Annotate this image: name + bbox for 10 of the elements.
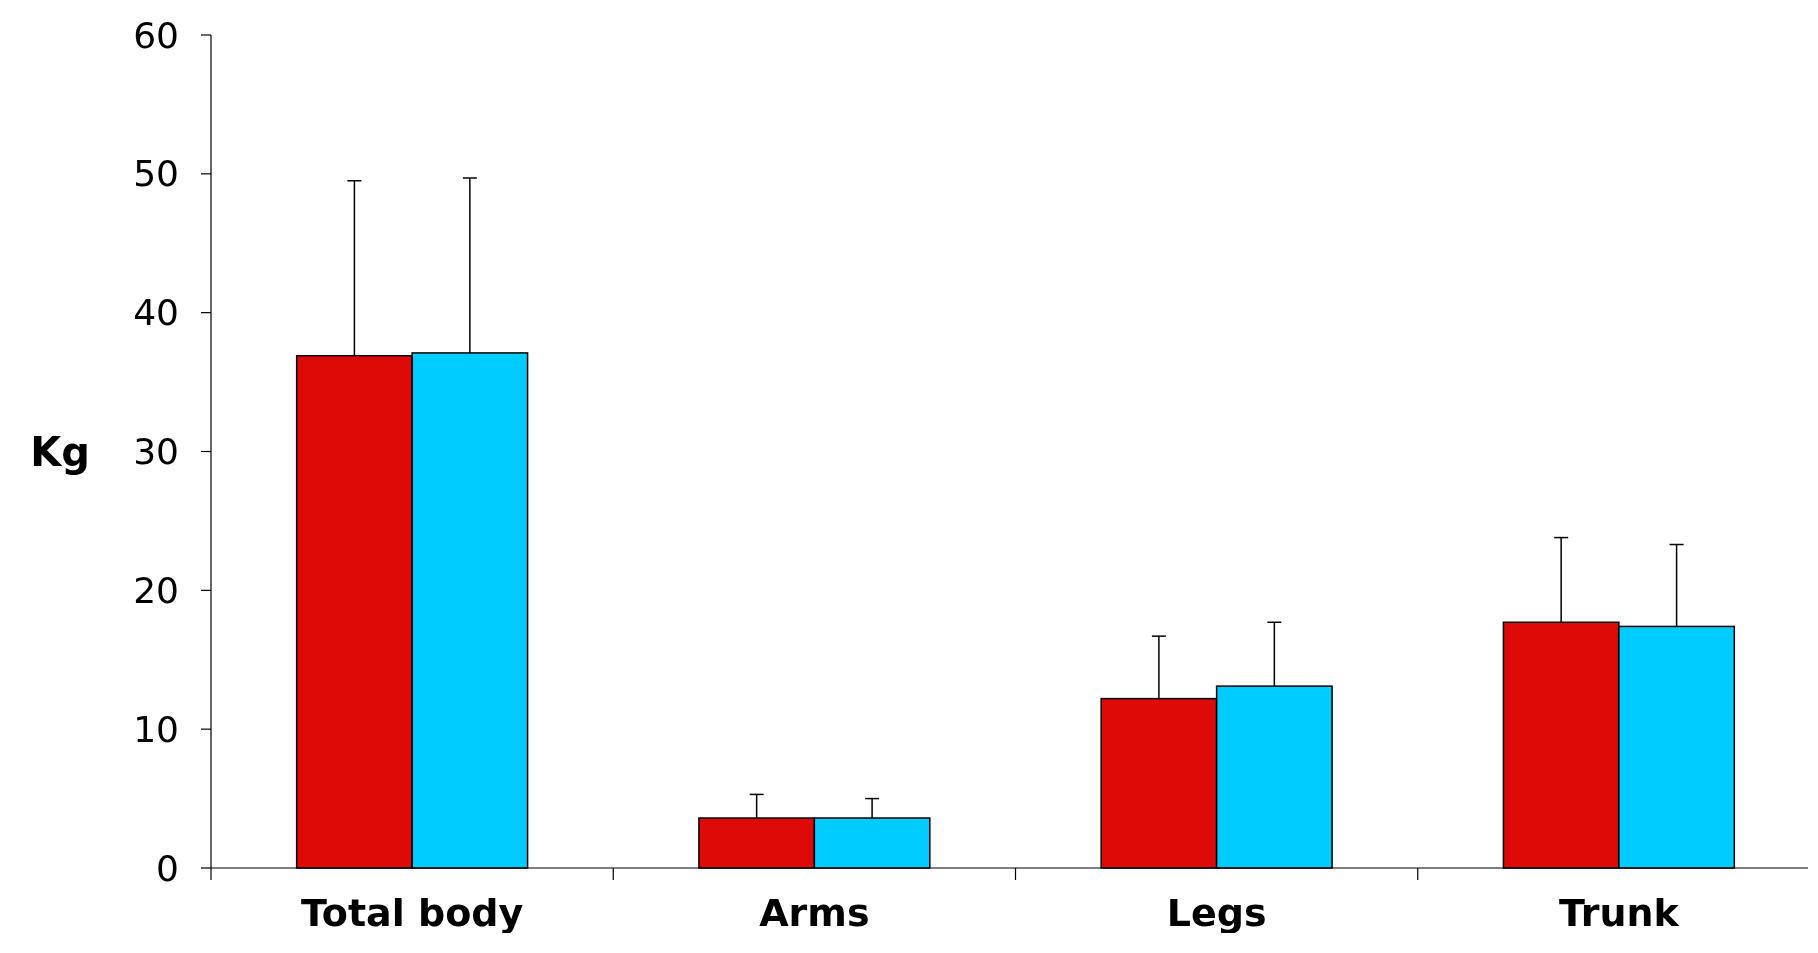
y-tick-label: 40 xyxy=(133,292,179,334)
y-tick-label: 0 xyxy=(156,847,179,889)
y-tick-label: 60 xyxy=(133,14,179,56)
y-tick-label: 10 xyxy=(133,708,179,750)
x-tick-label: Arms xyxy=(759,891,870,935)
x-tick-label: Trunk xyxy=(1558,891,1680,935)
y-tick-label: 30 xyxy=(133,431,179,473)
y-tick-label: 20 xyxy=(133,569,179,611)
y-axis-title: Kg xyxy=(30,428,90,475)
y-tick-label: 50 xyxy=(133,153,179,195)
